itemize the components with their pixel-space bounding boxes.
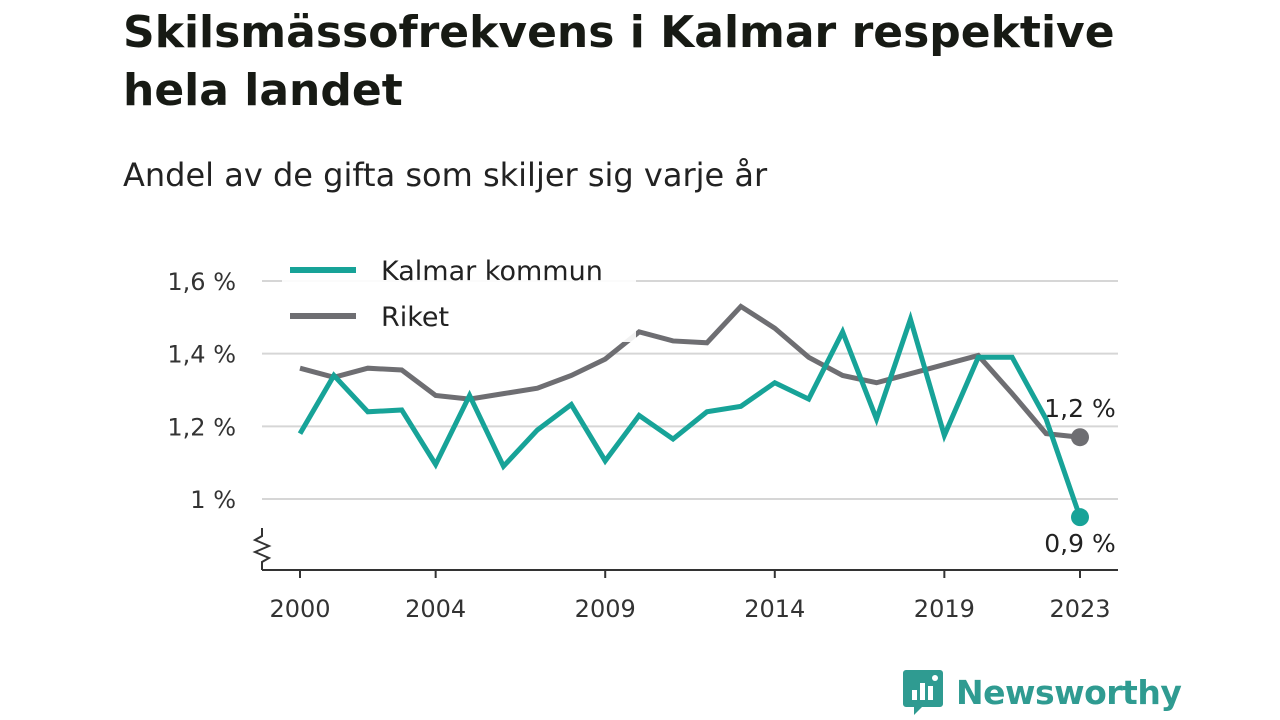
x-tick-label: 2023 xyxy=(1049,595,1110,623)
y-tick-label: 1,4 % xyxy=(167,341,236,369)
newsworthy-brand: Newsworthy xyxy=(902,668,1182,716)
y-axis: 1 % 1,2 % 1,4 % 1,6 % xyxy=(167,268,272,570)
chart-subtitle: Andel av de gifta som skiljer sig varje … xyxy=(123,156,768,194)
x-tick-label: 2000 xyxy=(269,595,330,623)
y-tick-label: 1,2 % xyxy=(167,413,236,441)
end-marker xyxy=(1071,428,1089,447)
series-lines: 0,9 % 1,2 % xyxy=(297,303,1116,558)
x-tick-label: 2019 xyxy=(914,595,975,623)
newsworthy-logo-icon xyxy=(903,670,943,715)
axis-break-icon xyxy=(252,528,272,570)
series-line-riket xyxy=(299,303,1081,440)
x-tick-label: 2004 xyxy=(405,595,466,623)
y-tick-label: 1 % xyxy=(190,486,236,514)
end-marker xyxy=(1071,508,1089,527)
legend-label: Kalmar kommun xyxy=(381,256,603,287)
end-value-label: 0,9 % xyxy=(1044,529,1115,558)
brand-name: Newsworthy xyxy=(956,672,1182,712)
x-tick-label: 2009 xyxy=(575,595,636,623)
series-line-kalmar xyxy=(297,310,1083,518)
chart-title: Skilsmässofrekvens i Kalmar respektive h… xyxy=(123,7,1115,116)
end-value-label: 1,2 % xyxy=(1044,394,1115,423)
x-tick-label: 2014 xyxy=(744,595,805,623)
legend: Kalmar kommun Riket xyxy=(282,244,636,342)
legend-label: Riket xyxy=(381,302,449,333)
legend-background xyxy=(282,244,636,342)
x-axis: 2000 2004 2009 2014 2019 2023 xyxy=(262,569,1118,623)
y-tick-label: 1,6 % xyxy=(167,268,236,296)
